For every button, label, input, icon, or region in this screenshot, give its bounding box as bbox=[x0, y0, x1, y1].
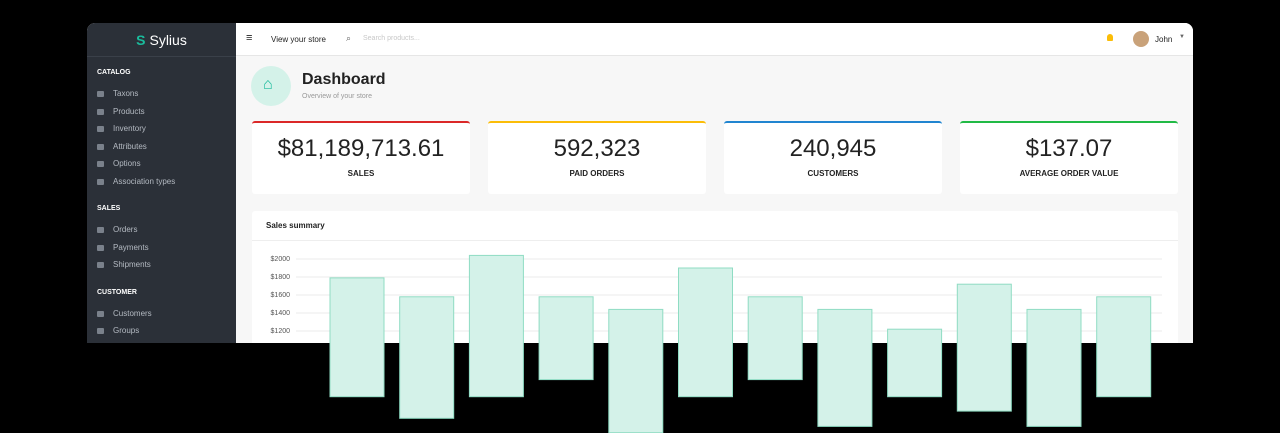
bar bbox=[887, 328, 943, 398]
menu-item[interactable]: Inventory bbox=[113, 124, 146, 133]
page-subtitle: Overview of your store bbox=[302, 93, 373, 100]
menu-item[interactable]: Orders bbox=[113, 225, 138, 234]
bar bbox=[817, 308, 873, 427]
menu-icon bbox=[97, 143, 104, 150]
logo-text: Sylius bbox=[149, 32, 187, 48]
stat-value: 240,945 bbox=[789, 135, 877, 162]
user-name[interactable]: John bbox=[1155, 35, 1173, 44]
panel-title: Sales summary bbox=[266, 221, 325, 230]
bar bbox=[329, 277, 385, 398]
y-tick-label: $1800 bbox=[271, 274, 291, 281]
header-icon: ⌂ bbox=[251, 66, 291, 106]
stat-card: 240,945 CUSTOMERS bbox=[724, 121, 942, 194]
menu-item[interactable]: Taxons bbox=[113, 89, 139, 98]
bar bbox=[608, 308, 664, 433]
menu-icon bbox=[97, 91, 104, 97]
menu-icon bbox=[97, 108, 104, 115]
stat-card: $137.07 AVERAGE ORDER VALUE bbox=[960, 121, 1178, 194]
topbar: ≡ View your store ⌕ Search products... J… bbox=[236, 23, 1193, 56]
menu-icon bbox=[97, 328, 104, 334]
menu-item[interactable]: Payments bbox=[113, 242, 149, 252]
panel-divider bbox=[252, 240, 1178, 241]
search-input[interactable]: Search products... bbox=[363, 35, 420, 42]
menu-icon bbox=[97, 126, 104, 132]
menu-icon bbox=[97, 244, 104, 251]
stat-card: 592,323 PAID ORDERS bbox=[488, 121, 706, 194]
y-tick-label: $2000 bbox=[271, 256, 291, 263]
section-title: CUSTOMER bbox=[97, 288, 137, 296]
menu-item[interactable]: Attributes bbox=[113, 141, 147, 151]
stat-value: $81,189,713.61 bbox=[277, 135, 445, 162]
menu-icon bbox=[97, 161, 104, 167]
stat-label: SALES bbox=[347, 169, 375, 178]
stat-value: $137.07 bbox=[1025, 135, 1113, 162]
y-tick-label: $1600 bbox=[271, 292, 291, 299]
menu-icon bbox=[97, 227, 104, 233]
menu-icon bbox=[97, 178, 104, 185]
avatar[interactable] bbox=[1133, 31, 1149, 47]
bar bbox=[747, 296, 803, 381]
section-title: SALES bbox=[97, 205, 121, 212]
search-icon: ⌕ bbox=[346, 33, 352, 43]
bar bbox=[399, 296, 455, 419]
page-title: Dashboard bbox=[302, 71, 386, 88]
stat-label: CUSTOMERS bbox=[807, 169, 859, 178]
bar bbox=[1026, 308, 1082, 427]
menu-item[interactable]: Groups bbox=[113, 326, 140, 335]
menu-item[interactable]: Products bbox=[113, 106, 145, 116]
menu-icon bbox=[97, 262, 104, 268]
stat-label: PAID ORDERS bbox=[569, 169, 625, 178]
menu-item[interactable]: Shipments bbox=[113, 260, 151, 269]
menu-item[interactable]: Customers bbox=[113, 308, 152, 318]
section-title: CATALOG bbox=[97, 69, 131, 76]
bar bbox=[1096, 296, 1152, 398]
bar bbox=[468, 254, 524, 398]
bar bbox=[956, 283, 1012, 412]
menu-item[interactable]: Options bbox=[113, 159, 141, 168]
y-tick-label: $1200 bbox=[271, 328, 291, 335]
logo[interactable]: S Sylius bbox=[87, 23, 236, 57]
sidebar: S Sylius CATALOG Taxons Products Inventory At… bbox=[87, 23, 236, 343]
menu-icon[interactable]: ≡ bbox=[246, 32, 253, 44]
view-store-link[interactable]: View your store bbox=[271, 35, 326, 44]
notification-bell[interactable] bbox=[1107, 34, 1113, 41]
bar bbox=[538, 296, 594, 381]
bar bbox=[678, 267, 733, 398]
user-caret[interactable]: ▼ bbox=[1179, 34, 1185, 40]
stat-card: $81,189,713.61 SALES bbox=[252, 121, 470, 194]
stat-value: 592,323 bbox=[553, 135, 641, 162]
menu-item[interactable]: Association types bbox=[113, 176, 176, 186]
menu-icon bbox=[97, 310, 104, 317]
stat-label: AVERAGE ORDER VALUE bbox=[1019, 169, 1119, 178]
y-tick-label: $1400 bbox=[271, 310, 291, 317]
